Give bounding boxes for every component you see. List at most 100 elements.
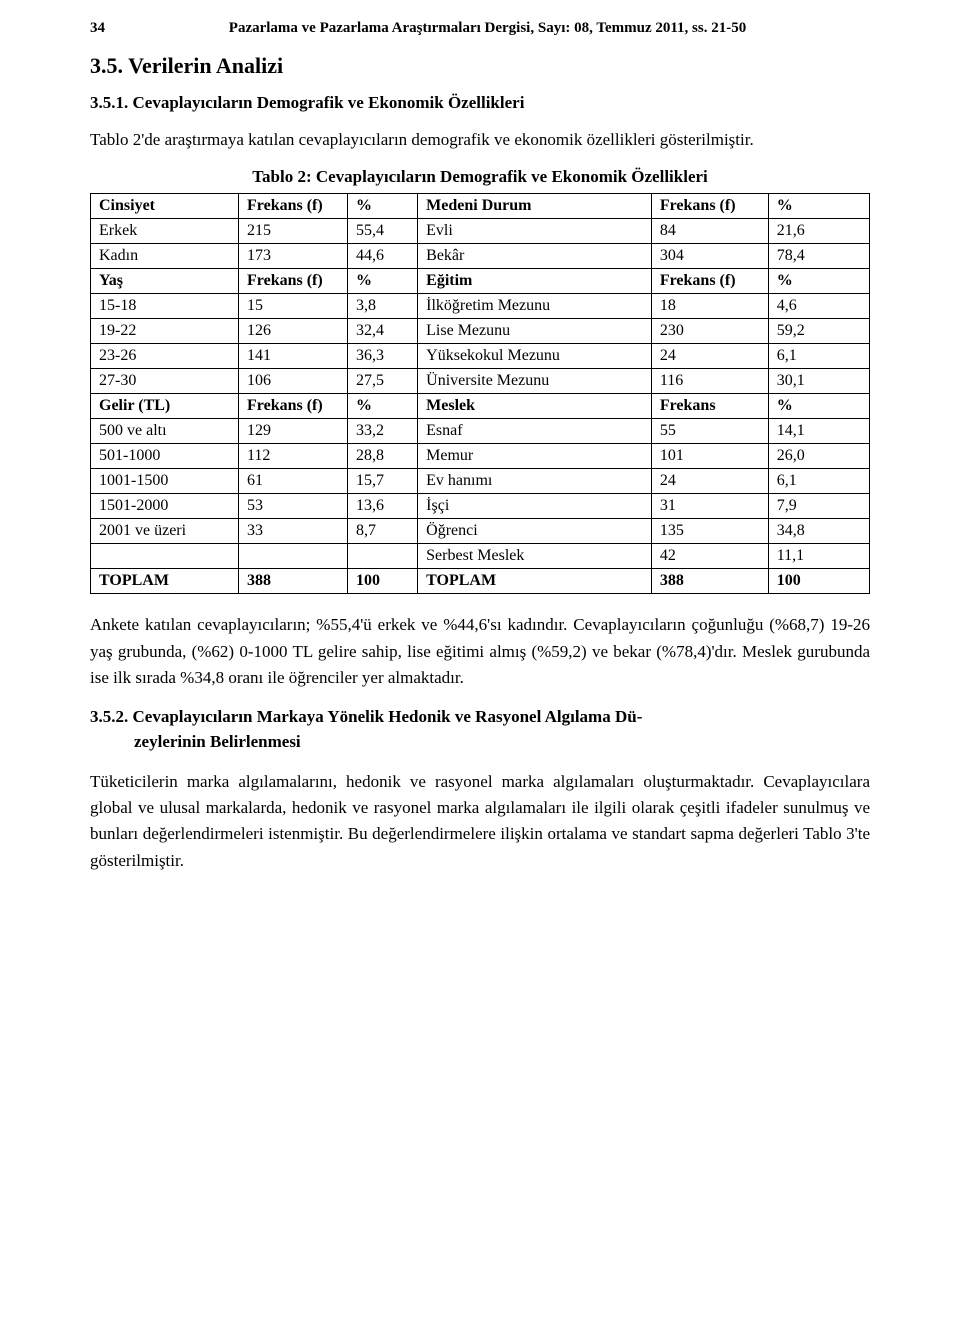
table-cell: Frekans (f) xyxy=(651,269,768,294)
table-cell: 106 xyxy=(239,369,348,394)
table-cell: 141 xyxy=(239,344,348,369)
table-cell: 100 xyxy=(348,569,418,594)
table-row: 501-100011228,8Memur10126,0 xyxy=(91,444,870,469)
table-row: Gelir (TL)Frekans (f)%MeslekFrekans% xyxy=(91,394,870,419)
table-row: Kadın17344,6Bekâr30478,4 xyxy=(91,244,870,269)
section-heading-sub2: 3.5.2. Cevaplayıcıların Markaya Yönelik … xyxy=(90,705,870,754)
table-cell: 78,4 xyxy=(768,244,869,269)
table-cell: Esnaf xyxy=(418,419,652,444)
table-row: TOPLAM388100TOPLAM388100 xyxy=(91,569,870,594)
table-cell: 27-30 xyxy=(91,369,239,394)
table-cell: 3,8 xyxy=(348,294,418,319)
table-cell: 126 xyxy=(239,319,348,344)
table-cell: 33 xyxy=(239,519,348,544)
table-cell: 173 xyxy=(239,244,348,269)
table-cell xyxy=(91,544,239,569)
table-cell: 15 xyxy=(239,294,348,319)
table-caption: Tablo 2: Cevaplayıcıların Demografik ve … xyxy=(90,167,870,187)
table-cell: Cinsiyet xyxy=(91,194,239,219)
table-cell: 53 xyxy=(239,494,348,519)
table-cell: 500 ve altı xyxy=(91,419,239,444)
table-cell: 55,4 xyxy=(348,219,418,244)
table-cell: Evli xyxy=(418,219,652,244)
table-cell: 33,2 xyxy=(348,419,418,444)
table-cell: 388 xyxy=(239,569,348,594)
table-cell: 23-26 xyxy=(91,344,239,369)
table-row: 500 ve altı12933,2Esnaf5514,1 xyxy=(91,419,870,444)
table-cell: % xyxy=(348,269,418,294)
table-cell: 34,8 xyxy=(768,519,869,544)
table-row: YaşFrekans (f)%EğitimFrekans (f)% xyxy=(91,269,870,294)
table-cell: Meslek xyxy=(418,394,652,419)
table-cell: Öğrenci xyxy=(418,519,652,544)
table-cell: 8,7 xyxy=(348,519,418,544)
table-cell: Frekans (f) xyxy=(239,269,348,294)
table-cell: 15,7 xyxy=(348,469,418,494)
journal-title: Pazarlama ve Pazarlama Araştırmaları Der… xyxy=(105,20,870,37)
table-cell: % xyxy=(768,269,869,294)
table-row: 15-18153,8İlköğretim Mezunu184,6 xyxy=(91,294,870,319)
table-cell: Frekans (f) xyxy=(239,194,348,219)
table-cell: 7,9 xyxy=(768,494,869,519)
table-row: 2001 ve üzeri338,7Öğrenci13534,8 xyxy=(91,519,870,544)
table-row: CinsiyetFrekans (f)%Medeni DurumFrekans … xyxy=(91,194,870,219)
page: 34 Pazarlama ve Pazarlama Araştırmaları … xyxy=(0,0,960,1337)
table-cell: Gelir (TL) xyxy=(91,394,239,419)
intro-paragraph: Tablo 2'de araştırmaya katılan cevaplayı… xyxy=(90,127,870,153)
table-row: 1501-20005313,6İşçi317,9 xyxy=(91,494,870,519)
table-cell: 42 xyxy=(651,544,768,569)
table-cell: İşçi xyxy=(418,494,652,519)
table-cell: TOPLAM xyxy=(418,569,652,594)
table-cell: 19-22 xyxy=(91,319,239,344)
table-cell: TOPLAM xyxy=(91,569,239,594)
table-cell: Memur xyxy=(418,444,652,469)
table-cell: 26,0 xyxy=(768,444,869,469)
table-cell: Yüksekokul Mezunu xyxy=(418,344,652,369)
demographics-table: CinsiyetFrekans (f)%Medeni DurumFrekans … xyxy=(90,193,870,594)
table-cell: Frekans xyxy=(651,394,768,419)
table-cell: 18 xyxy=(651,294,768,319)
table-cell: 30,1 xyxy=(768,369,869,394)
table-cell: Ev hanımı xyxy=(418,469,652,494)
table-cell: 44,6 xyxy=(348,244,418,269)
table-cell: 27,5 xyxy=(348,369,418,394)
table-cell: 129 xyxy=(239,419,348,444)
table-cell: % xyxy=(348,394,418,419)
running-header: 34 Pazarlama ve Pazarlama Araştırmaları … xyxy=(90,20,870,37)
table-cell: 304 xyxy=(651,244,768,269)
table-cell: 6,1 xyxy=(768,469,869,494)
table-cell: 116 xyxy=(651,369,768,394)
table-cell: % xyxy=(348,194,418,219)
section-heading-main: 3.5. Verilerin Analizi xyxy=(90,53,870,79)
table-cell: Eğitim xyxy=(418,269,652,294)
after-table-paragraph: Ankete katılan cevaplayıcıların; %55,4'ü… xyxy=(90,612,870,691)
table-cell: 84 xyxy=(651,219,768,244)
table-cell: 501-1000 xyxy=(91,444,239,469)
last-paragraph: Tüketicilerin marka algılamalarını, hedo… xyxy=(90,769,870,874)
section-heading-sub1: 3.5.1. Cevaplayıcıların Demografik ve Ek… xyxy=(90,93,870,113)
table-cell: 1001-1500 xyxy=(91,469,239,494)
section-heading-sub2-lead: 3.5.2. xyxy=(90,707,128,726)
table-cell: 24 xyxy=(651,469,768,494)
table-row: Erkek21555,4Evli8421,6 xyxy=(91,219,870,244)
table-cell: % xyxy=(768,394,869,419)
table-cell: 31 xyxy=(651,494,768,519)
page-number: 34 xyxy=(90,20,105,37)
table-cell: Lise Mezunu xyxy=(418,319,652,344)
table-cell: Üniversite Mezunu xyxy=(418,369,652,394)
table-row: 1001-15006115,7Ev hanımı246,1 xyxy=(91,469,870,494)
table-cell: 1501-2000 xyxy=(91,494,239,519)
table-cell: 14,1 xyxy=(768,419,869,444)
table-cell: 11,1 xyxy=(768,544,869,569)
table-cell: 388 xyxy=(651,569,768,594)
table-cell: 28,8 xyxy=(348,444,418,469)
table-cell: 13,6 xyxy=(348,494,418,519)
table-cell: 6,1 xyxy=(768,344,869,369)
table-cell: Yaş xyxy=(91,269,239,294)
table-cell: 4,6 xyxy=(768,294,869,319)
table-row: 19-2212632,4Lise Mezunu23059,2 xyxy=(91,319,870,344)
table-cell: 36,3 xyxy=(348,344,418,369)
table-cell: 2001 ve üzeri xyxy=(91,519,239,544)
section-heading-sub2-line2: zeylerinin Belirlenmesi xyxy=(90,732,301,751)
table-cell: Bekâr xyxy=(418,244,652,269)
